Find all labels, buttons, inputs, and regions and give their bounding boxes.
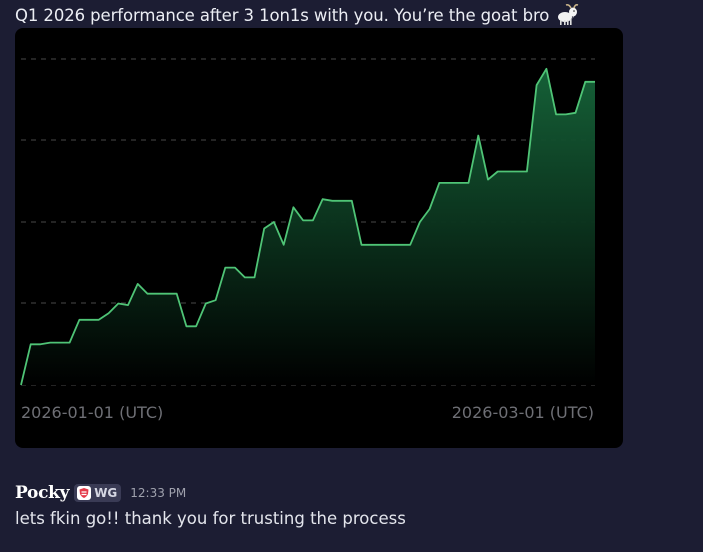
message-text: lets fkin go!! thank you for trusting th… [15, 509, 406, 528]
area-fill [21, 68, 595, 386]
username[interactable]: Pocky [15, 483, 70, 503]
server-tag-label: WG [94, 486, 118, 500]
message: Pocky WG 12:33 PM lets fkin go!! thank y… [15, 482, 695, 531]
x-tick-label-start: 2026-01-01 (UTC) [21, 403, 163, 422]
shield-icon [77, 486, 92, 500]
chart-card[interactable]: 2026-01-01 (UTC) 2026-03-01 (UTC) [15, 28, 623, 448]
server-tag[interactable]: WG [74, 484, 122, 502]
goat-emoji-icon [558, 4, 579, 25]
message-header: Pocky WG 12:33 PM [15, 482, 695, 504]
timestamp[interactable]: 12:33 PM [130, 486, 187, 500]
area-chart: 2026-01-01 (UTC) 2026-03-01 (UTC) [20, 58, 595, 422]
message-text: Q1 2026 performance after 3 1on1s with y… [15, 3, 580, 27]
x-tick-label-end: 2026-03-01 (UTC) [452, 403, 594, 422]
series-line[interactable] [20, 67, 595, 386]
message-text-content: Q1 2026 performance after 3 1on1s with y… [15, 6, 550, 25]
